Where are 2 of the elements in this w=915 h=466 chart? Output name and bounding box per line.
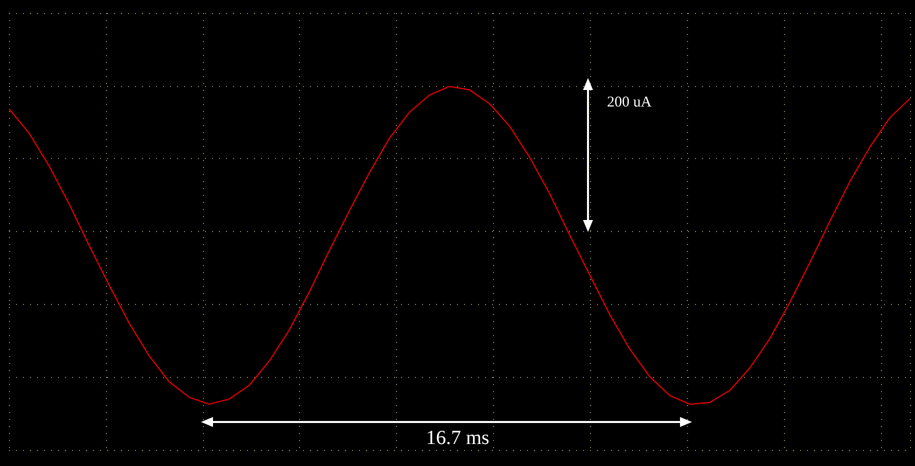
annotation: 200 uA — [607, 94, 652, 110]
text: 16.7 ms — [426, 427, 490, 449]
